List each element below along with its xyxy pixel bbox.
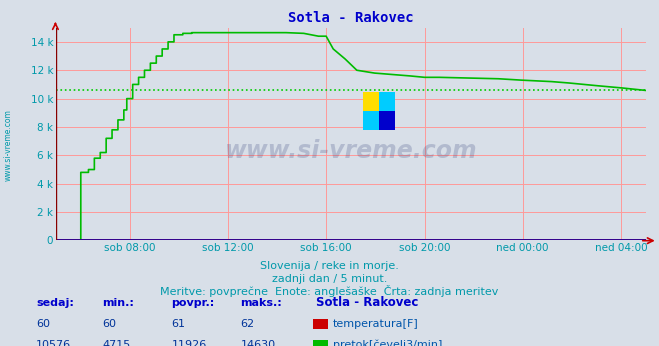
Bar: [362, 111, 379, 130]
Text: 60: 60: [102, 319, 116, 329]
Bar: [379, 111, 395, 130]
Text: zadnji dan / 5 minut.: zadnji dan / 5 minut.: [272, 274, 387, 283]
Text: www.si-vreme.com: www.si-vreme.com: [3, 109, 13, 181]
Text: min.:: min.:: [102, 298, 134, 308]
Text: 61: 61: [171, 319, 185, 329]
Text: maks.:: maks.:: [241, 298, 282, 308]
Text: www.si-vreme.com: www.si-vreme.com: [225, 139, 477, 163]
Text: Meritve: povprečne  Enote: anglešaške  Črta: zadnja meritev: Meritve: povprečne Enote: anglešaške Črt…: [160, 285, 499, 297]
Text: 60: 60: [36, 319, 50, 329]
Bar: [362, 92, 379, 111]
Text: pretok[čevelj3/min]: pretok[čevelj3/min]: [333, 339, 442, 346]
Text: 4715: 4715: [102, 340, 130, 346]
Text: sedaj:: sedaj:: [36, 298, 74, 308]
Text: temperatura[F]: temperatura[F]: [333, 319, 418, 329]
Text: Slovenija / reke in morje.: Slovenija / reke in morje.: [260, 262, 399, 271]
Bar: [379, 92, 395, 111]
Text: povpr.:: povpr.:: [171, 298, 215, 308]
Text: Sotla - Rakovec: Sotla - Rakovec: [316, 296, 418, 309]
Title: Sotla - Rakovec: Sotla - Rakovec: [288, 11, 414, 25]
Text: 10576: 10576: [36, 340, 71, 346]
Text: 14630: 14630: [241, 340, 275, 346]
Text: 11926: 11926: [171, 340, 206, 346]
Text: 62: 62: [241, 319, 254, 329]
